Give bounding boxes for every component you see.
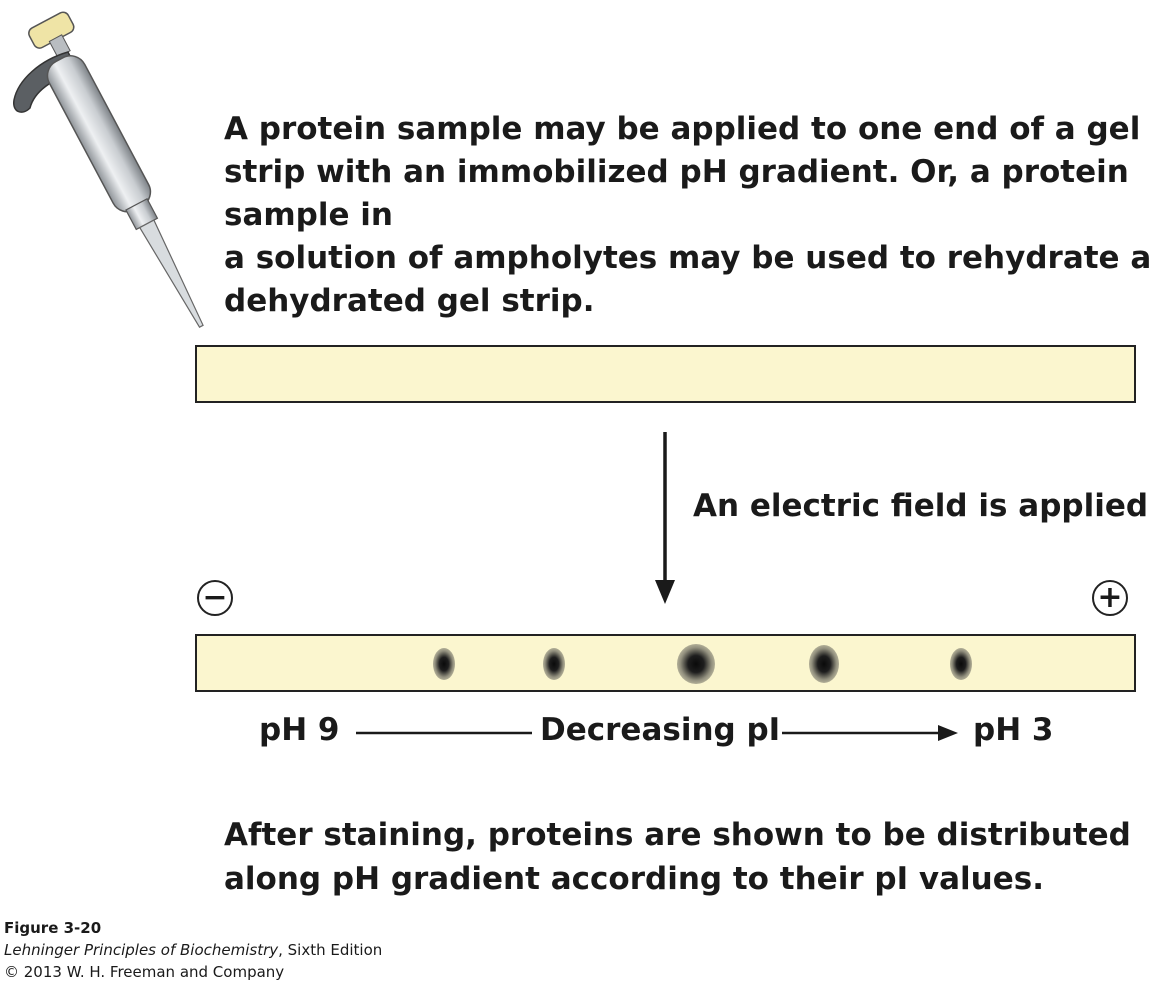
- book-edition: , Sixth Edition: [278, 941, 383, 959]
- protein-band: [677, 644, 715, 684]
- gradient-center-label: Decreasing pI: [540, 712, 781, 748]
- ph-right-label: pH 3: [973, 712, 1054, 748]
- negative-sign: −: [202, 580, 228, 615]
- outro-line: After staining, proteins are shown to be…: [224, 817, 1131, 853]
- negative-electrode-icon: −: [197, 580, 233, 616]
- gradient-line-left: [356, 731, 532, 735]
- copyright: © 2013 W. H. Freeman and Company: [4, 963, 285, 981]
- protein-band: [950, 648, 972, 680]
- intro-line: a solution of ampholytes may be used to …: [224, 240, 1150, 276]
- positive-sign: +: [1097, 580, 1123, 615]
- intro-line: sample in: [224, 197, 394, 233]
- intro-line: dehydrated gel strip.: [224, 283, 595, 319]
- intro-line: A protein sample may be applied to one e…: [224, 111, 1141, 147]
- gel-strip-before: [195, 345, 1136, 403]
- book-credit: Lehninger Principles of Biochemistry, Si…: [4, 939, 382, 961]
- protein-band: [809, 645, 839, 683]
- book-title: Lehninger Principles of Biochemistry: [4, 941, 279, 959]
- down-arrow-icon: [655, 432, 675, 604]
- gradient-arrow-icon: [782, 725, 958, 741]
- gel-strip-after: [195, 634, 1136, 692]
- outro-line: along pH gradient according to their pI …: [224, 861, 1044, 897]
- pipette-icon: [13, 11, 204, 328]
- positive-electrode-icon: +: [1092, 580, 1128, 616]
- step-label: An electric field is applied: [693, 488, 1149, 524]
- intro-line: strip with an immobilized pH gradient. O…: [224, 154, 1129, 190]
- figure-caption: Figure 3-20 Lehninger Principles of Bioc…: [4, 917, 382, 983]
- protein-band: [433, 648, 455, 680]
- figure-number: Figure 3-20: [4, 919, 102, 937]
- protein-band: [543, 648, 565, 680]
- intro-text: A protein sample may be applied to one e…: [224, 108, 1150, 323]
- ph-left-label: pH 9: [259, 712, 340, 748]
- outro-text: After staining, proteins are shown to be…: [224, 813, 1131, 901]
